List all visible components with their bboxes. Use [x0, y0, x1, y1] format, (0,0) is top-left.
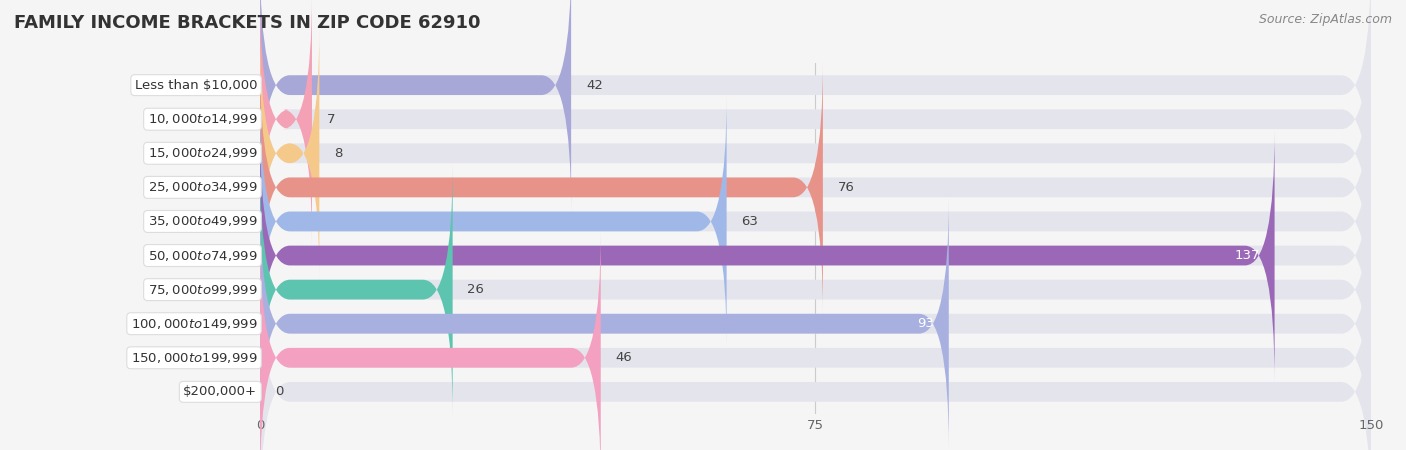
- Text: 0: 0: [276, 385, 283, 398]
- Text: 93: 93: [917, 317, 934, 330]
- Text: $25,000 to $34,999: $25,000 to $34,999: [148, 180, 257, 194]
- Text: 76: 76: [838, 181, 855, 194]
- FancyBboxPatch shape: [260, 197, 949, 450]
- Text: $75,000 to $99,999: $75,000 to $99,999: [148, 283, 257, 297]
- FancyBboxPatch shape: [260, 0, 1371, 246]
- FancyBboxPatch shape: [260, 163, 1371, 416]
- FancyBboxPatch shape: [260, 0, 312, 246]
- Text: 26: 26: [467, 283, 484, 296]
- Text: $200,000+: $200,000+: [183, 385, 257, 398]
- Text: $10,000 to $14,999: $10,000 to $14,999: [148, 112, 257, 126]
- FancyBboxPatch shape: [260, 0, 1371, 212]
- Text: Less than $10,000: Less than $10,000: [135, 79, 257, 92]
- FancyBboxPatch shape: [260, 27, 319, 280]
- Text: FAMILY INCOME BRACKETS IN ZIP CODE 62910: FAMILY INCOME BRACKETS IN ZIP CODE 62910: [14, 14, 481, 32]
- Text: $15,000 to $24,999: $15,000 to $24,999: [148, 146, 257, 160]
- Text: $150,000 to $199,999: $150,000 to $199,999: [131, 351, 257, 365]
- FancyBboxPatch shape: [260, 197, 1371, 450]
- Text: $100,000 to $149,999: $100,000 to $149,999: [131, 317, 257, 331]
- FancyBboxPatch shape: [260, 95, 727, 348]
- FancyBboxPatch shape: [260, 61, 823, 314]
- FancyBboxPatch shape: [260, 0, 571, 212]
- Text: Source: ZipAtlas.com: Source: ZipAtlas.com: [1258, 14, 1392, 27]
- Text: $50,000 to $74,999: $50,000 to $74,999: [148, 248, 257, 262]
- Text: 137: 137: [1234, 249, 1260, 262]
- FancyBboxPatch shape: [260, 61, 1371, 314]
- Text: 7: 7: [326, 113, 335, 126]
- Text: $35,000 to $49,999: $35,000 to $49,999: [148, 215, 257, 229]
- FancyBboxPatch shape: [260, 129, 1371, 382]
- FancyBboxPatch shape: [260, 231, 600, 450]
- Text: 46: 46: [616, 351, 633, 364]
- Text: 63: 63: [741, 215, 758, 228]
- FancyBboxPatch shape: [260, 231, 1371, 450]
- Text: 42: 42: [586, 79, 603, 92]
- FancyBboxPatch shape: [260, 27, 1371, 280]
- FancyBboxPatch shape: [260, 129, 1275, 382]
- Text: 8: 8: [335, 147, 343, 160]
- FancyBboxPatch shape: [260, 95, 1371, 348]
- FancyBboxPatch shape: [260, 163, 453, 416]
- FancyBboxPatch shape: [260, 266, 1371, 450]
